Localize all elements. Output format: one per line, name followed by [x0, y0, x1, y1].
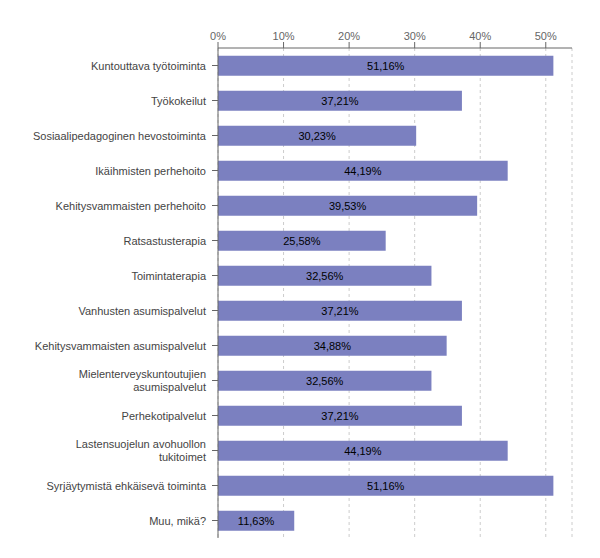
svg-text:Sosiaalipedagoginen hevostoimi: Sosiaalipedagoginen hevostoiminta: [33, 130, 207, 142]
svg-text:40%: 40%: [469, 30, 491, 42]
svg-text:44,19%: 44,19%: [344, 165, 382, 177]
svg-text:37,21%: 37,21%: [321, 305, 359, 317]
svg-text:37,21%: 37,21%: [321, 95, 359, 107]
svg-text:0%: 0%: [210, 30, 226, 42]
svg-text:Ikäihmisten perhehoito: Ikäihmisten perhehoito: [95, 165, 206, 177]
svg-text:37,21%: 37,21%: [321, 410, 359, 422]
svg-text:Mielenterveyskuntoutujienasumi: Mielenterveyskuntoutujienasumispalvelut: [79, 368, 206, 393]
svg-text:Lastensuojelun avohuollontukit: Lastensuojelun avohuollontukitoimet: [76, 438, 206, 463]
svg-text:Syrjäytymistä ehkäisevä toimin: Syrjäytymistä ehkäisevä toiminta: [46, 480, 206, 492]
svg-text:30%: 30%: [404, 30, 426, 42]
svg-text:25,58%: 25,58%: [283, 235, 321, 247]
svg-text:39,53%: 39,53%: [329, 200, 367, 212]
svg-text:Ratsastusterapia: Ratsastusterapia: [123, 235, 206, 247]
svg-text:32,56%: 32,56%: [306, 375, 344, 387]
svg-text:Perhekotipalvelut: Perhekotipalvelut: [122, 410, 206, 422]
svg-text:50%: 50%: [535, 30, 557, 42]
svg-text:51,16%: 51,16%: [367, 480, 405, 492]
svg-text:Kehitysvammaisten perhehoito: Kehitysvammaisten perhehoito: [56, 200, 206, 212]
svg-text:Työkokeilut: Työkokeilut: [151, 95, 206, 107]
svg-text:51,16%: 51,16%: [367, 60, 405, 72]
svg-text:30,23%: 30,23%: [298, 130, 336, 142]
svg-text:Muu, mikä?: Muu, mikä?: [149, 515, 206, 527]
svg-text:10%: 10%: [273, 30, 295, 42]
svg-text:34,88%: 34,88%: [314, 340, 352, 352]
svg-text:32,56%: 32,56%: [306, 270, 344, 282]
svg-text:Toimintaterapia: Toimintaterapia: [131, 270, 206, 282]
svg-text:20%: 20%: [338, 30, 360, 42]
svg-text:Vanhusten asumispalvelut: Vanhusten asumispalvelut: [78, 305, 206, 317]
svg-text:Kuntouttava työtoiminta: Kuntouttava työtoiminta: [91, 60, 207, 72]
svg-text:11,63%: 11,63%: [238, 515, 275, 527]
svg-text:Kehitysvammaisten asumispalvel: Kehitysvammaisten asumispalvelut: [35, 340, 206, 352]
svg-text:44,19%: 44,19%: [344, 445, 382, 457]
